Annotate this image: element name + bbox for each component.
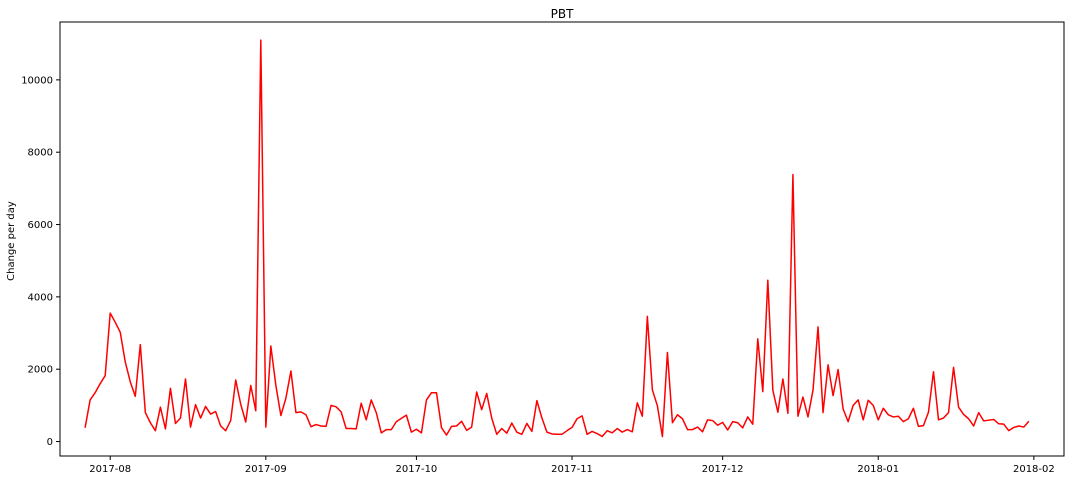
y-axis: 0 2000 4000 6000 8000 10000 <box>21 75 60 448</box>
plot-frame <box>59 21 1065 457</box>
y-tick-label: 6000 <box>28 220 53 231</box>
series-line <box>84 39 1030 438</box>
y-tick-label: 4000 <box>28 292 53 303</box>
x-tick-label: 2017-12 <box>702 464 744 475</box>
chart-title: PBT <box>551 7 574 21</box>
x-tick-label: 2017-08 <box>89 464 131 475</box>
y-tick-label: 8000 <box>28 148 53 159</box>
y-axis-label: Change per day <box>6 201 17 281</box>
x-tick-label: 2018-01 <box>857 464 899 475</box>
y-tick-label: 10000 <box>21 75 53 86</box>
x-tick-label: 2017-09 <box>245 464 287 475</box>
x-tick-label: 2017-11 <box>551 464 593 475</box>
y-tick-label: 2000 <box>28 365 53 376</box>
series-group <box>84 39 1030 438</box>
x-tick-label: 2018-02 <box>1013 464 1055 475</box>
x-axis: 2017-08 2017-09 2017-10 2017-11 2017-12 2018-… <box>89 456 1055 475</box>
x-tick-label: 2017-10 <box>396 464 438 475</box>
y-tick-label: 0 <box>47 437 53 448</box>
